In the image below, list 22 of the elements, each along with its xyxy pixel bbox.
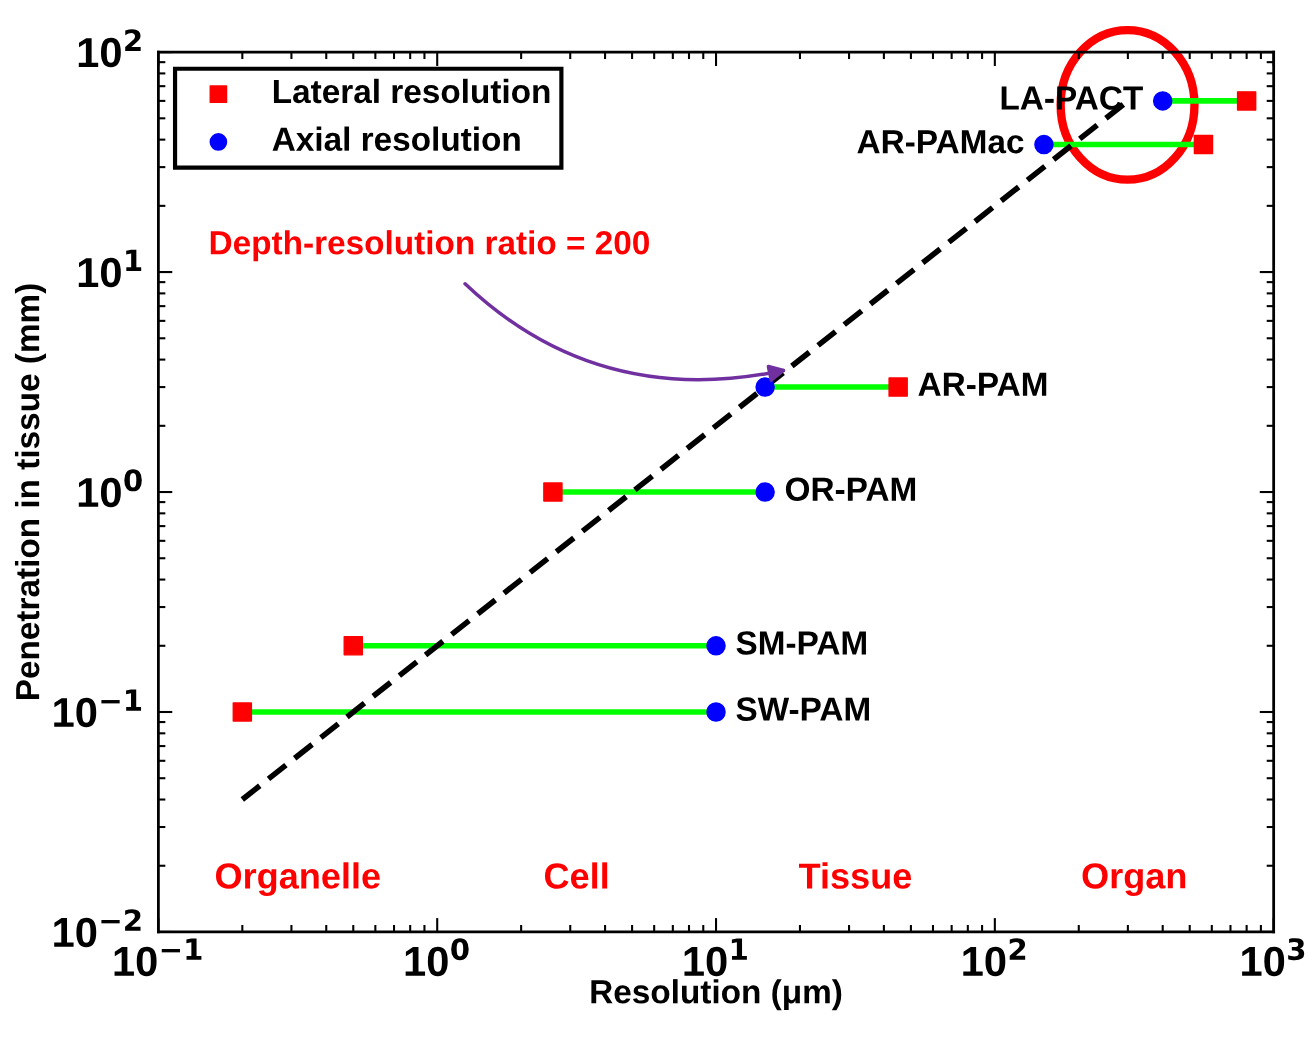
x-tick-label: 10$^{3}$ <box>1242 938 1305 977</box>
annotation: Cell <box>544 862 608 889</box>
annotation: OR-PAM <box>785 477 916 501</box>
x-tick-label: 10$^{2}$ <box>963 938 1026 977</box>
legend-label: Lateral resolution <box>273 78 550 104</box>
annotation: Organelle <box>216 862 380 897</box>
y-tick-label: 10$^{−1}$ <box>54 689 142 728</box>
y-axis-title: Penetration in tissue (mm) <box>14 284 47 700</box>
y-tick-label: 10$^{0}$ <box>78 469 142 508</box>
x-tick-label: 10$^{0}$ <box>405 938 469 977</box>
annotation: AR-PAM <box>918 372 1047 396</box>
annotation: AR-PAMac <box>857 130 1024 154</box>
y-tick-label: 10$^{1}$ <box>78 249 142 288</box>
annotation: Depth-resolution ratio = 200 <box>210 230 649 262</box>
x-tick-label: 10$^{1}$ <box>684 938 747 977</box>
legend-label: Axial resolution <box>272 126 520 151</box>
annotation: SW-PAM <box>736 697 869 721</box>
y-tick-label: 10$^{2}$ <box>78 29 141 68</box>
annotation: SM-PAM <box>736 631 866 655</box>
annotation: Tissue <box>798 862 912 889</box>
annotation: Organ <box>1082 863 1186 896</box>
x-axis-title: Resolution (μm) <box>591 979 842 1011</box>
